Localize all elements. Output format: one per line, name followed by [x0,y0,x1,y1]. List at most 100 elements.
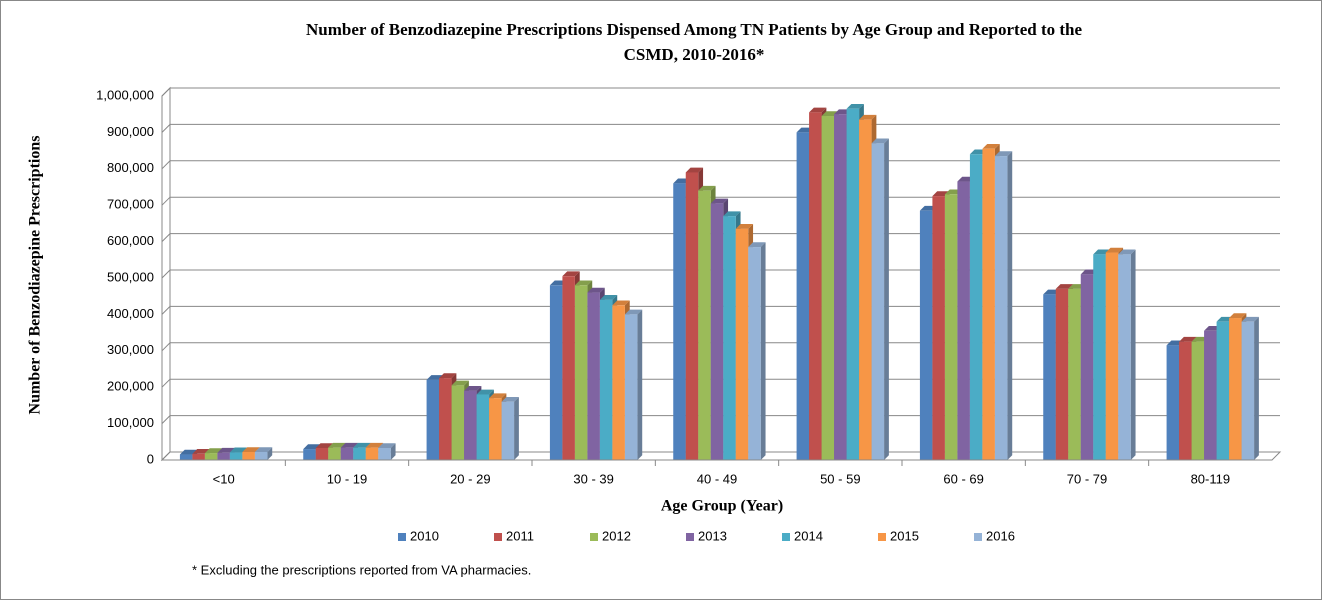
bar-top [1229,313,1247,319]
bar-side [1007,151,1013,460]
grid-line [161,123,1280,133]
bar-top [378,443,396,448]
bar [204,453,218,460]
y-tick-label: 800,000 [107,160,154,175]
y-tick-label: 700,000 [107,197,154,212]
bar-top [612,300,630,306]
x-tick-label: 60 - 69 [943,471,983,486]
bar [612,305,625,460]
bar [969,154,983,461]
legend-label: 2012 [602,528,631,543]
bar [710,203,724,460]
bar-top [328,442,346,448]
bar-top [501,396,519,402]
x-tick-label: 30 - 39 [573,471,613,486]
bar [698,190,711,460]
bar [1216,321,1230,460]
y-axis-title: Number of Benzodiazepine Prescriptions [27,136,44,415]
bar [1068,288,1081,460]
bar [1179,341,1192,460]
bar [1204,330,1217,460]
bar-top [994,151,1013,157]
bar [1118,254,1131,460]
x-tick-label: <10 [213,471,235,486]
bar [587,292,600,460]
bar [476,394,490,460]
bar-top [217,447,235,453]
legend-swatch [782,533,790,541]
bar [353,447,366,460]
bar [1105,252,1119,460]
bar-top [698,185,716,191]
bar-top [242,447,260,452]
bar-side [884,138,889,460]
bar [1043,294,1056,460]
bar [1055,288,1069,460]
chart-subtitle: CSMD, 2010-2016* [624,45,765,64]
legend-label: 2013 [698,528,727,543]
bar-top [748,242,766,248]
bar [562,276,575,460]
legend-swatch [974,533,982,541]
bar [315,447,329,460]
bar [1229,318,1242,460]
bar-top [439,373,457,379]
bar-top [1118,249,1136,255]
bar [944,194,958,460]
bar-top [859,114,877,120]
bar-top [685,167,704,173]
bar-top [315,443,334,448]
legend-label: 2014 [794,528,823,543]
bar [871,143,885,460]
bar [809,112,822,460]
bar [489,398,502,460]
grid-line [161,451,1280,461]
bar-top [1179,336,1197,342]
legend-label: 2015 [890,528,919,543]
bar [179,454,193,460]
bar-top [574,280,593,286]
bar [1080,274,1094,460]
bar-side [760,242,766,460]
legend-swatch [590,533,598,541]
legend-label: 2010 [410,528,439,543]
bar [932,196,945,460]
x-tick-label: 70 - 79 [1067,471,1107,486]
grid-line [161,233,1280,242]
legend-swatch [686,533,694,541]
bar [229,452,243,460]
bar [501,401,515,460]
bar-top [353,442,371,448]
bar-top [340,442,359,448]
grid-line [161,160,1280,170]
bar-top [464,386,482,391]
bar [599,299,613,460]
x-axis-title: Age Group (Year) [661,498,783,515]
bar [365,447,379,460]
grid-line [161,342,1280,352]
bar [982,148,995,460]
bar [303,449,316,460]
bar-side [267,447,273,460]
bar [821,116,835,461]
y-tick-label: 500,000 [107,269,154,284]
bar-top [710,198,729,204]
y-tick-label: 900,000 [107,124,154,139]
bar-side [390,443,396,460]
y-tick-label: 100,000 [107,415,154,430]
bar [378,447,391,460]
bar [846,108,860,461]
y-tick-label: 0 [147,451,154,466]
bar-top [204,448,223,454]
grid-line [161,305,1280,315]
legend-label: 2011 [506,528,534,543]
y-tick-label: 300,000 [107,342,154,357]
bar-top [982,143,1000,149]
footnote: * Excluding the prescriptions reported f… [192,562,531,577]
bar-top [489,393,507,399]
bar-top [735,224,754,229]
bar [340,447,354,460]
bar-side [637,309,643,460]
grid-line [161,87,1280,97]
